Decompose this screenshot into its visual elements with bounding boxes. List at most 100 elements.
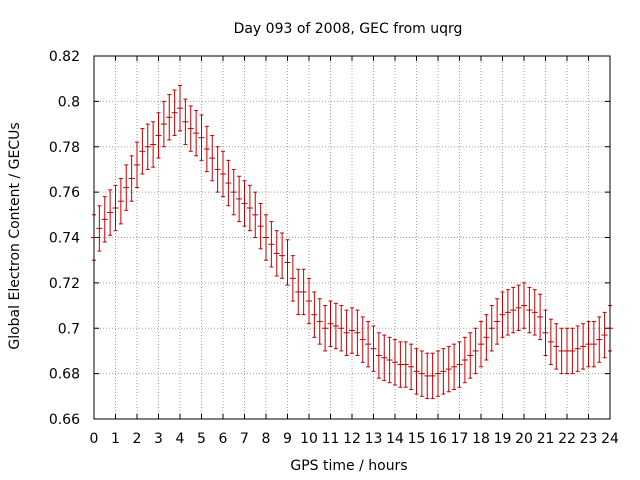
chart-title: Day 093 of 2008, GEC from uqrg	[234, 21, 463, 37]
data-point	[590, 320, 597, 368]
data-point	[413, 348, 420, 395]
y-tick-label: 0.66	[49, 412, 80, 428]
data-point	[257, 202, 264, 250]
data-point	[370, 325, 377, 372]
data-point	[564, 327, 570, 375]
data-point	[424, 352, 431, 400]
x-tick-label: 2	[133, 431, 142, 447]
data-point	[203, 125, 210, 173]
data-point	[504, 289, 511, 336]
data-point	[123, 164, 130, 211]
data-point	[155, 112, 162, 159]
data-point	[435, 350, 441, 397]
data-point	[128, 155, 135, 202]
data-point	[354, 309, 361, 356]
y-tick-label: 0.68	[49, 367, 80, 383]
data-point	[150, 121, 157, 168]
data-point	[408, 343, 415, 391]
data-point	[483, 314, 490, 361]
data-point	[467, 332, 474, 379]
x-tick-label: 5	[197, 431, 206, 447]
data-point	[375, 332, 382, 379]
x-tick-label: 13	[365, 431, 383, 447]
data-point	[343, 309, 350, 356]
x-tick-labels: 0 1 2 3 4 5 6 7 8 9 10 11 12 13 14 15 16 17 18 19 20 21 22 23 24	[90, 431, 619, 447]
data-point	[445, 345, 452, 393]
data-point	[521, 282, 527, 329]
data-point	[365, 320, 372, 368]
data-point	[349, 307, 355, 354]
data-point	[338, 305, 345, 352]
data-point	[273, 230, 280, 277]
data-point	[585, 320, 592, 368]
data-point	[316, 298, 323, 345]
y-tick-labels: 0.66 0.68 0.7 0.72 0.74 0.76 0.78 0.8 0.82	[49, 49, 80, 428]
y-tick-label: 0.82	[49, 49, 80, 65]
data-point	[461, 336, 468, 384]
data-marks	[91, 84, 613, 400]
data-point	[107, 189, 114, 236]
data-point	[193, 109, 200, 157]
data-point	[246, 184, 253, 232]
y-tick-label: 0.8	[58, 94, 80, 110]
x-tick-label: 20	[515, 431, 533, 447]
x-tick-label: 10	[300, 431, 318, 447]
data-point	[542, 309, 549, 356]
data-point	[558, 327, 565, 375]
x-tick-label: 4	[176, 431, 185, 447]
data-point	[418, 350, 425, 397]
x-axis-label: GPS time / hours	[290, 458, 407, 474]
y-tick-label: 0.74	[49, 231, 80, 247]
data-point	[392, 339, 398, 386]
x-tick-label: 14	[386, 431, 404, 447]
x-tick-label: 16	[429, 431, 447, 447]
y-tick-label: 0.72	[49, 276, 80, 292]
data-point	[209, 134, 216, 182]
x-tick-label: 17	[451, 431, 469, 447]
data-point	[451, 343, 458, 391]
data-point	[171, 89, 178, 136]
x-tick-label: 21	[537, 431, 555, 447]
x-tick-label: 0	[90, 431, 99, 447]
data-point	[601, 311, 608, 359]
x-tick-label: 6	[219, 431, 228, 447]
data-point	[144, 123, 151, 170]
data-point	[241, 180, 248, 227]
x-tick-label: 11	[322, 431, 340, 447]
data-point	[515, 284, 522, 332]
data-point	[252, 191, 259, 238]
data-point	[187, 105, 194, 152]
plot-border	[93, 55, 611, 420]
data-point	[284, 239, 291, 286]
x-tick-label: 12	[343, 431, 361, 447]
data-point	[279, 232, 286, 279]
data-point	[263, 214, 269, 261]
data-point	[537, 293, 544, 341]
data-point	[526, 286, 533, 334]
data-point	[381, 334, 388, 381]
x-tick-label: 24	[601, 431, 619, 447]
data-point	[220, 150, 226, 198]
data-point	[359, 316, 366, 363]
data-point	[198, 114, 205, 161]
x-tick-label: 15	[408, 431, 426, 447]
data-point	[117, 178, 124, 225]
data-point	[510, 286, 517, 334]
x-tick-label: 8	[262, 431, 271, 447]
x-tick-label: 7	[240, 431, 249, 447]
x-tick-label: 18	[472, 431, 490, 447]
data-point	[139, 128, 146, 175]
y-tick-label: 0.7	[58, 321, 80, 337]
data-point	[478, 320, 484, 368]
data-point	[429, 352, 436, 400]
data-point	[397, 341, 404, 388]
y-tick-label: 0.76	[49, 185, 80, 201]
x-tick-label: 1	[111, 431, 120, 447]
data-point	[134, 141, 140, 189]
data-point	[322, 305, 329, 352]
x-tick-label: 19	[494, 431, 512, 447]
data-point	[574, 325, 581, 372]
data-point	[440, 348, 447, 395]
